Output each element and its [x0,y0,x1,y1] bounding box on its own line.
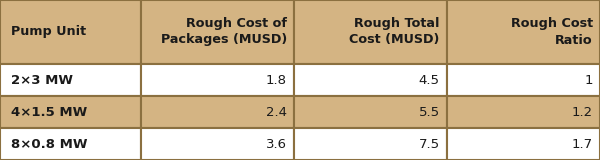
Text: 8×0.8 MW: 8×0.8 MW [11,137,88,151]
Text: 5.5: 5.5 [419,105,440,119]
Text: 2×3 MW: 2×3 MW [11,73,73,87]
Text: 2.4: 2.4 [266,105,287,119]
Bar [0,0,141,64]
Bar [294,64,447,96]
Text: 3.6: 3.6 [266,137,287,151]
Text: Rough Cost
Ratio: Rough Cost Ratio [511,17,593,47]
Bar [141,128,294,160]
Text: Pump Unit: Pump Unit [11,25,86,39]
Bar [447,0,600,64]
Text: 1.2: 1.2 [572,105,593,119]
Bar [447,96,600,128]
Bar [0,128,141,160]
Bar [141,0,294,64]
Bar [294,96,447,128]
Text: 1.8: 1.8 [266,73,287,87]
Text: 1: 1 [584,73,593,87]
Bar [141,96,294,128]
Text: Rough Cost of
Packages (MUSD): Rough Cost of Packages (MUSD) [161,17,287,47]
Bar [294,128,447,160]
Text: Rough Total
Cost (MUSD): Rough Total Cost (MUSD) [349,17,440,47]
Bar [447,64,600,96]
Bar [294,0,447,64]
Bar [0,96,141,128]
Text: 4×1.5 MW: 4×1.5 MW [11,105,87,119]
Text: 7.5: 7.5 [419,137,440,151]
Bar [447,128,600,160]
Bar [141,64,294,96]
Text: 4.5: 4.5 [419,73,440,87]
Bar [0,64,141,96]
Text: 1.7: 1.7 [572,137,593,151]
